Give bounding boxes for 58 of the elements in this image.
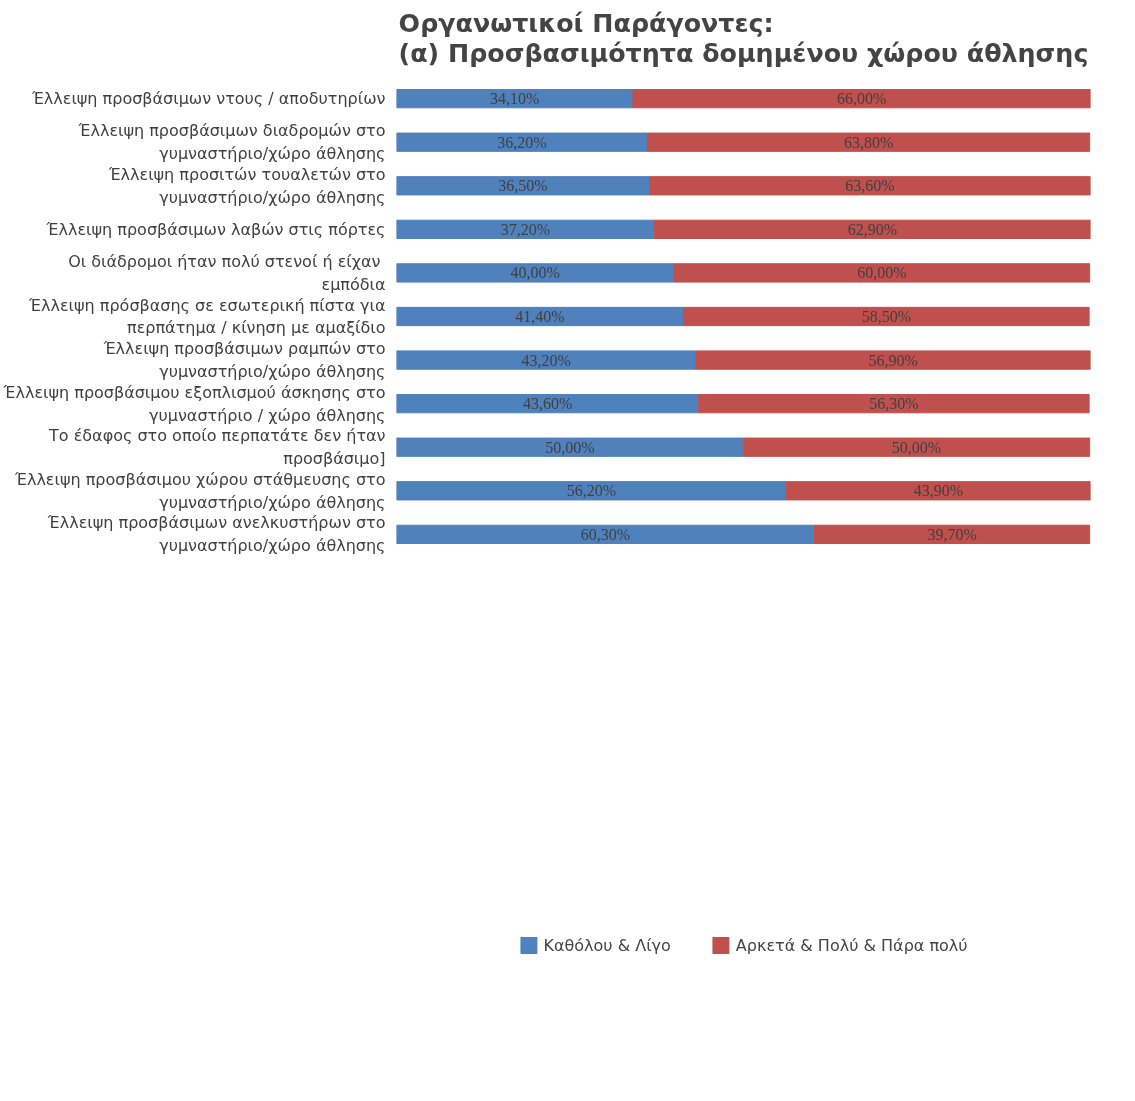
bar: [396, 219, 655, 240]
y-tick-label: Έλλειψη προσβάσιμων ραμπών στο γυμναστήριο/χώρο άθλησης: [102, 339, 386, 381]
bar: [396, 437, 744, 457]
data-label: 39,70%: [927, 525, 977, 543]
bar: [785, 481, 1091, 501]
bar: [683, 306, 1090, 327]
y-tick-label: Έλλειψη προσβάσιμου εξοπλισμού άσκησης στο γυμναστήριο / χώρο άθλησης: [2, 382, 386, 425]
bar: [673, 263, 1091, 283]
data-label: 34,10%: [490, 90, 540, 108]
data-label: 50,00%: [891, 438, 942, 456]
bar: [632, 88, 1091, 109]
legend-label: Καθόλου & Λίγο: [543, 935, 671, 955]
bar: [742, 437, 1091, 457]
bar: [396, 132, 648, 152]
bar: [396, 393, 700, 414]
data-label: 43,60%: [522, 395, 573, 413]
data-label: 60,30%: [580, 525, 631, 543]
chart-title: Οργανωτικοί Παράγοντες: (α) Προσβασιμότητα δομημένου χώρου άθλησης: [398, 7, 1089, 68]
data-label: 36,50%: [498, 177, 548, 195]
bar: [396, 263, 675, 283]
y-tick-label: Έλλειψη προσβάσιμων ντους / αποδυτηρίων: [30, 89, 386, 109]
bar: [695, 350, 1091, 370]
data-label: 36,20%: [497, 133, 547, 151]
data-label: 56,90%: [868, 351, 918, 369]
bar: [653, 219, 1091, 240]
y-tick-label: Έλλειψη προσβάσιμων ανελκυστήρων στο γυμναστήριο/χώρο άθλησης: [46, 513, 386, 556]
y-tick-label: Έλλειψη προσβάσιμων διαδρομών στο γυμναστήριο/χώρο άθλησης: [77, 121, 386, 164]
bar: [396, 350, 697, 370]
data-label: 66,00%: [837, 90, 887, 108]
data-label: 63,60%: [845, 177, 895, 195]
data-label: 63,80%: [843, 133, 894, 151]
y-tick-label: Έλλειψη πρόσβασης σε εσωτερική πίστα για περπάτημα / κίνηση με αμαξίδιο: [28, 295, 386, 338]
bar: [396, 481, 787, 501]
y-tick-label: Έλλειψη προσβάσιμων λαβών στις πόρτες: [45, 219, 386, 239]
bar: [698, 393, 1090, 414]
data-label: 60,00%: [857, 264, 907, 282]
data-label: 43,90%: [913, 482, 963, 500]
y-tick-label: Έλλειψη προσβάσιμου χώρου στάθμευσης στο γυμναστήριο/χώρο άθλησης: [13, 469, 386, 512]
bar: [396, 88, 634, 109]
data-label: 56,30%: [869, 395, 919, 413]
legend-label: Αρκετά & Πολύ & Πάρα πολύ: [735, 935, 968, 955]
bar: [396, 306, 685, 327]
y-tick-label: Οι διάδρομοι ήταν πολύ στενοί ή είχαν εμπόδια: [68, 252, 386, 294]
data-label: 50,00%: [545, 438, 595, 456]
bar: [396, 524, 816, 545]
data-label: 41,40%: [515, 308, 565, 325]
bar: [649, 176, 1091, 196]
data-label: 37,20%: [500, 220, 551, 238]
y-tick-label: Το έδαφος στο οποίο περπατάτε δεν ήταν προσβάσιμο]: [48, 426, 386, 469]
bar: [396, 176, 651, 196]
bar: [814, 524, 1091, 545]
y-tick-label: Έλλειψη προσιτών τουαλετών στο γυμναστήριο/χώρο άθλησης: [107, 164, 386, 207]
data-label: 56,20%: [566, 482, 616, 500]
bar: [646, 132, 1091, 152]
data-label: 62,90%: [847, 220, 898, 238]
data-label: 40,00%: [510, 264, 560, 282]
data-label: 58,50%: [861, 308, 911, 325]
data-label: 43,20%: [521, 351, 571, 369]
